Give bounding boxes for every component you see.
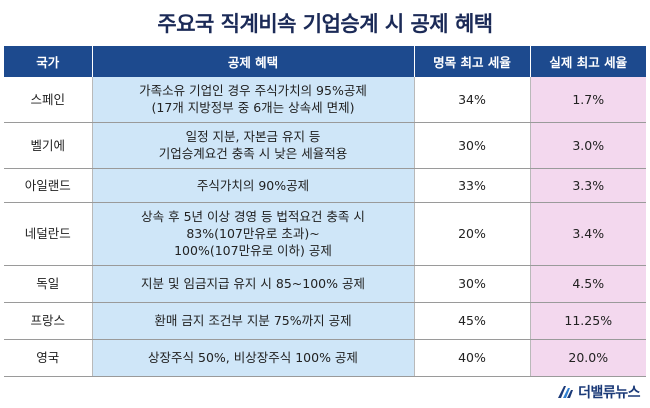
nominal-rate-cell: 30% xyxy=(414,122,530,169)
benefit-line: (17개 지방정부 중 6개는 상속세 면제) xyxy=(151,100,355,116)
country-cell: 아일랜드 xyxy=(4,168,92,203)
table-row: 네덜란드 상속 후 5년 이상 경영 등 법적요건 충족 시 83%(107만유… xyxy=(4,202,646,266)
actual-rate-cell: 1.7% xyxy=(529,77,646,123)
benefit-line: 상장주식 50%, 비상장주식 100% 공제 xyxy=(148,350,358,365)
deduction-table: 국가 공제 혜택 명목 최고 세율 실제 최고 세율 스페인 가족소유 기업인 … xyxy=(4,46,646,377)
table-row: 독일 지분 및 임금지급 유지 시 85~100% 공제 30% 4.5% xyxy=(4,265,646,303)
benefit-line: 주식가치의 90%공제 xyxy=(196,177,310,193)
header-actual-rate: 실제 최고 세율 xyxy=(530,46,646,77)
table-row: 벨기에 일정 지분, 자본금 유지 등 기업승계요건 충족 시 낮은 세율적용 … xyxy=(4,122,646,169)
benefit-cell: 상속 후 5년 이상 경영 등 법적요건 충족 시 83%(107만유로 초과)… xyxy=(91,202,415,266)
country-cell: 스페인 xyxy=(4,77,92,123)
the-value-news-logo-icon xyxy=(558,386,574,398)
actual-rate-cell: 4.5% xyxy=(529,265,646,303)
benefit-line: 기업승계요건 충족 시 낮은 세율적용 xyxy=(158,146,348,161)
benefit-cell: 일정 지분, 자본금 유지 등 기업승계요건 충족 시 낮은 세율적용 xyxy=(91,122,415,169)
nominal-rate-cell: 30% xyxy=(414,265,530,303)
country-cell: 영국 xyxy=(4,339,92,377)
nominal-rate-cell: 40% xyxy=(414,339,530,377)
benefit-cell: 지분 및 임금지급 유지 시 85~100% 공제 xyxy=(91,265,415,303)
header-country: 국가 xyxy=(4,46,93,77)
benefit-line: 환매 금지 조건부 지분 75%까지 공제 xyxy=(154,313,352,328)
benefit-line: 지분 및 임금지급 유지 시 85~100% 공제 xyxy=(141,276,365,291)
country-cell: 네덜란드 xyxy=(4,202,92,266)
nominal-rate-cell: 34% xyxy=(414,77,530,123)
brand-logo: 더밸류뉴스 xyxy=(556,382,640,402)
actual-rate-cell: 11.25% xyxy=(529,302,646,340)
benefit-line: 100%(107만유로 이하) 공제 xyxy=(174,243,332,258)
nominal-rate-cell: 20% xyxy=(414,202,530,266)
benefit-line: 가족소유 기업인 경우 주식가치의 95%공제 xyxy=(139,83,367,99)
actual-rate-cell: 3.0% xyxy=(529,122,646,169)
page-title: 주요국 직계비속 기업승계 시 공제 혜택 xyxy=(157,12,493,36)
benefit-cell: 주식가치의 90%공제 xyxy=(91,168,415,203)
benefit-line: 83%(107만유로 초과)~ xyxy=(186,226,320,241)
table-row: 프랑스 환매 금지 조건부 지분 75%까지 공제 45% 11.25% xyxy=(4,302,646,340)
table-header-row: 국가 공제 혜택 명목 최고 세율 실제 최고 세율 xyxy=(4,46,646,77)
benefit-cell: 환매 금지 조건부 지분 75%까지 공제 xyxy=(91,302,415,340)
brand-name: 더밸류뉴스 xyxy=(578,385,640,401)
benefit-line: 일정 지분, 자본금 유지 등 xyxy=(185,129,321,144)
header-nominal-rate: 명목 최고 세율 xyxy=(414,46,531,77)
country-cell: 벨기에 xyxy=(4,122,92,169)
table-row: 아일랜드 주식가치의 90%공제 33% 3.3% xyxy=(4,168,646,203)
benefit-cell: 가족소유 기업인 경우 주식가치의 95%공제 (17개 지방정부 중 6개는 … xyxy=(91,77,415,123)
country-cell: 독일 xyxy=(4,265,92,303)
country-cell: 프랑스 xyxy=(4,302,92,340)
header-benefit: 공제 혜택 xyxy=(92,46,415,77)
actual-rate-cell: 3.3% xyxy=(529,168,646,203)
table-row: 영국 상장주식 50%, 비상장주식 100% 공제 40% 20.0% xyxy=(4,339,646,377)
benefit-line: 상속 후 5년 이상 경영 등 법적요건 충족 시 xyxy=(141,209,365,224)
nominal-rate-cell: 33% xyxy=(414,168,530,203)
table-row: 스페인 가족소유 기업인 경우 주식가치의 95%공제 (17개 지방정부 중 … xyxy=(4,77,646,123)
nominal-rate-cell: 45% xyxy=(414,302,530,340)
benefit-cell: 상장주식 50%, 비상장주식 100% 공제 xyxy=(91,339,415,377)
actual-rate-cell: 20.0% xyxy=(529,339,646,377)
actual-rate-cell: 3.4% xyxy=(529,202,646,266)
